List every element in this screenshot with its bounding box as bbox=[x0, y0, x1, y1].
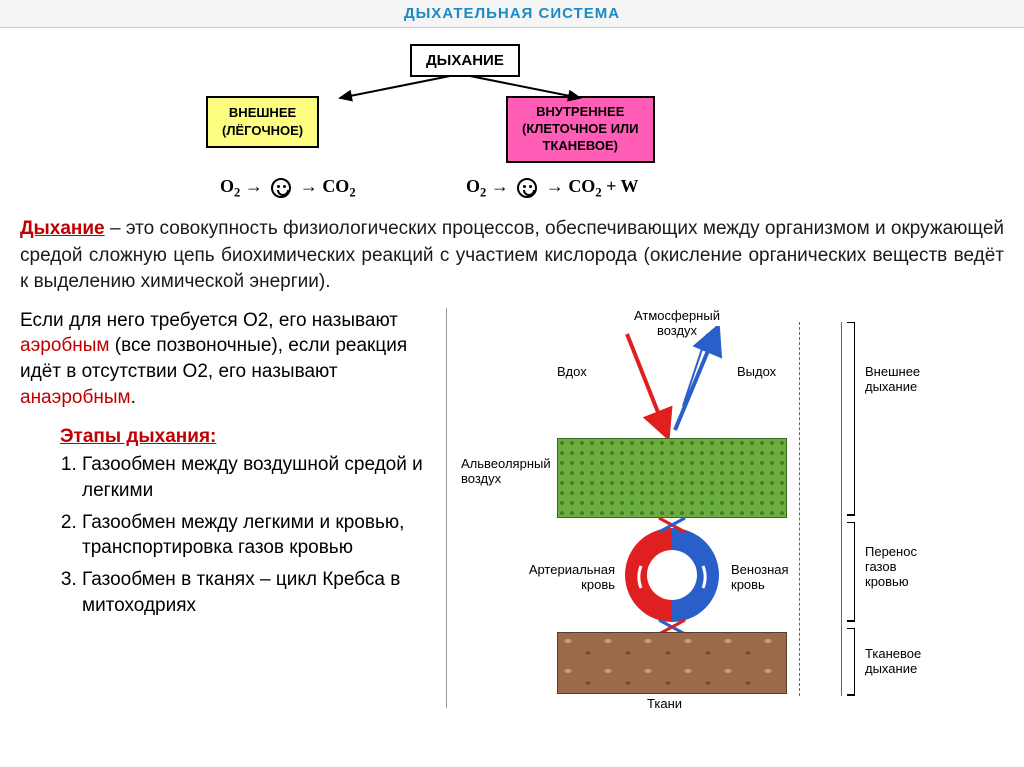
co2-l: CO bbox=[322, 176, 349, 196]
branch-arrows-icon bbox=[330, 74, 590, 104]
box-left-l1: ВНЕШНЕЕ bbox=[229, 105, 296, 120]
label-inhale: Вдох bbox=[557, 364, 587, 379]
o2-r: O bbox=[466, 176, 480, 196]
o2-l: O bbox=[220, 176, 234, 196]
label-external: Внешнее дыхание bbox=[865, 364, 920, 394]
box-left-l2: (ЛЁГОЧНОЕ) bbox=[222, 123, 303, 138]
ring-arrows-icon bbox=[633, 558, 713, 598]
label-tissueresp: Тканевое дыхание bbox=[865, 646, 921, 676]
co2-r: CO bbox=[568, 176, 595, 196]
smiley-icon bbox=[517, 178, 537, 198]
box-right-l3: ТКАНЕВОЕ) bbox=[543, 138, 619, 153]
tissue-box bbox=[557, 632, 787, 694]
definition-text: – это совокупность физиологических проце… bbox=[20, 218, 1004, 292]
aerobic-paragraph: Если для него требуется О2, его называют… bbox=[20, 308, 430, 411]
definition-term: Дыхание bbox=[20, 218, 105, 239]
box-main: ДЫХАНИЕ bbox=[410, 44, 520, 77]
formula-right: O2 → → CO2 + W bbox=[466, 176, 639, 201]
w-r: + W bbox=[602, 176, 639, 196]
content-area: ДЫХАНИЕ ВНЕШНЕЕ (ЛЁГОЧНОЕ) ВНУТРЕННЕЕ (К… bbox=[0, 28, 1024, 716]
label-tissue: Ткани bbox=[647, 696, 682, 711]
gas-exchange-diagram: Атмосферный воздух Вдох Выдох Альвеолярн… bbox=[446, 308, 986, 708]
definition-paragraph: Дыхание – это совокупность физиологическ… bbox=[20, 216, 1004, 296]
top-diagram: ДЫХАНИЕ ВНЕШНЕЕ (ЛЁГОЧНОЕ) ВНУТРЕННЕЕ (К… bbox=[20, 36, 1004, 216]
lower-section: Если для него требуется О2, его называют… bbox=[20, 308, 1004, 708]
smiley-icon bbox=[271, 178, 291, 198]
p-r1: аэробным bbox=[20, 335, 110, 356]
stages-title: Этапы дыхания: bbox=[60, 426, 430, 448]
guide-line bbox=[799, 322, 800, 696]
lower-left: Если для него требуется О2, его называют… bbox=[20, 308, 430, 708]
brace-transport bbox=[847, 522, 855, 622]
formula-left: O2 → → CO2 bbox=[220, 176, 356, 201]
label-arterial: Артериальная кровь bbox=[515, 562, 615, 592]
p-t3: . bbox=[131, 387, 136, 408]
p-r2: анаэробным bbox=[20, 387, 131, 408]
box-right-l2: (КЛЕТОЧНОЕ ИЛИ bbox=[522, 121, 639, 136]
box-right-l1: ВНУТРЕННЕЕ bbox=[536, 104, 624, 119]
header-title: ДЫХАТЕЛЬНАЯ СИСТЕМА bbox=[404, 5, 620, 22]
list-item: Газообмен между легкими и кровью, трансп… bbox=[82, 510, 430, 561]
box-external: ВНЕШНЕЕ (ЛЁГОЧНОЕ) bbox=[206, 96, 319, 148]
list-item: Газообмен в тканях – цикл Кребса в митох… bbox=[82, 567, 430, 618]
v-arrows-icon bbox=[597, 326, 747, 438]
label-transport: Перенос газов кровью bbox=[865, 544, 917, 589]
stages-list: Газообмен между воздушной средой и легки… bbox=[60, 452, 430, 618]
cross-arrows-top-icon bbox=[651, 514, 695, 536]
brace-tissue bbox=[847, 628, 855, 696]
box-internal: ВНУТРЕННЕЕ (КЛЕТОЧНОЕ ИЛИ ТКАНЕВОЕ) bbox=[506, 96, 655, 163]
label-alveolar: Альвеолярный воздух bbox=[461, 456, 553, 486]
p-t1: Если для него требуется О2, его называют bbox=[20, 310, 398, 331]
brace-external bbox=[847, 322, 855, 516]
list-item: Газообмен между воздушной средой и легки… bbox=[82, 452, 430, 503]
alveolar-box bbox=[557, 438, 787, 518]
lower-right: Атмосферный воздух Вдох Выдох Альвеолярн… bbox=[446, 308, 1004, 708]
page-header: ДЫХАТЕЛЬНАЯ СИСТЕМА bbox=[0, 0, 1024, 28]
guide-line2 bbox=[841, 322, 842, 696]
